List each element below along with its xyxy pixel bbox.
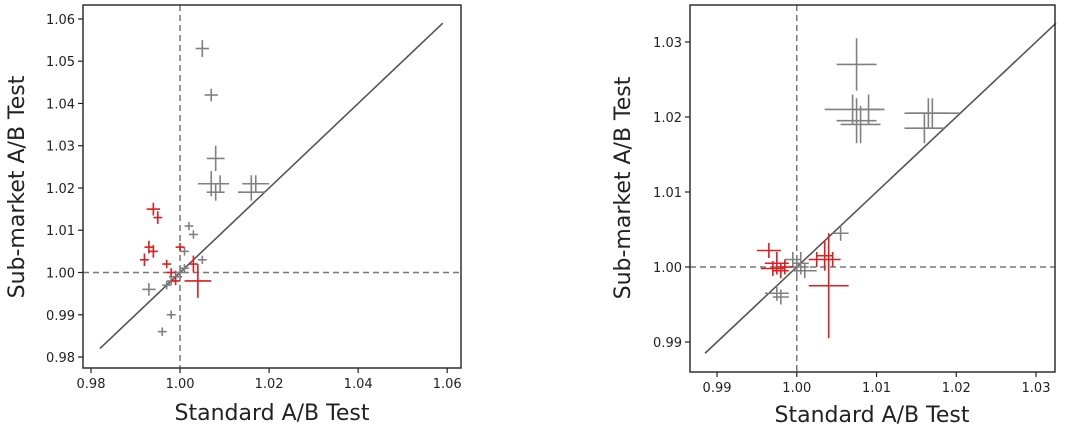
x-axis-label: Standard A/B Test xyxy=(775,403,970,428)
x-tick-label: 1.01 xyxy=(862,381,891,396)
x-tick-label: 0.98 xyxy=(77,377,106,392)
y-tick-label: 1.01 xyxy=(46,224,75,239)
y-tick-label: 1.03 xyxy=(46,140,75,155)
y-axis-label: Sub-market A/B Test xyxy=(611,76,636,299)
identity-line xyxy=(99,22,444,350)
y-axis-label: Sub-market A/B Test xyxy=(5,75,30,298)
plot-frame xyxy=(689,4,1056,373)
y-tick-label: 1.02 xyxy=(653,111,682,126)
y-tick-label: 0.98 xyxy=(46,351,75,366)
y-tick-label: 0.99 xyxy=(46,309,75,324)
y-tick-label: 1.00 xyxy=(46,266,75,281)
y-tick-label: 1.04 xyxy=(46,97,75,112)
x-tick-label: 0.99 xyxy=(703,381,732,396)
identity-line xyxy=(704,22,1057,354)
y-tick-label: 1.02 xyxy=(46,182,75,197)
x-tick-label: 1.00 xyxy=(782,381,811,396)
x-tick-label: 1.00 xyxy=(166,377,195,392)
y-tick-label: 0.99 xyxy=(653,336,682,351)
x-tick-label: 1.06 xyxy=(433,377,462,392)
y-tick-label: 1.00 xyxy=(653,261,682,276)
x-axis-label: Standard A/B Test xyxy=(175,401,370,426)
y-tick-label: 1.06 xyxy=(46,13,75,28)
y-tick-label: 1.01 xyxy=(653,186,682,201)
x-tick-label: 1.02 xyxy=(255,377,284,392)
plot-frame xyxy=(82,4,462,369)
y-tick-label: 1.03 xyxy=(653,36,682,51)
x-tick-label: 1.04 xyxy=(344,377,373,392)
x-tick-label: 1.02 xyxy=(942,381,971,396)
y-tick-label: 1.05 xyxy=(46,55,75,70)
x-tick-label: 1.03 xyxy=(1022,381,1051,396)
